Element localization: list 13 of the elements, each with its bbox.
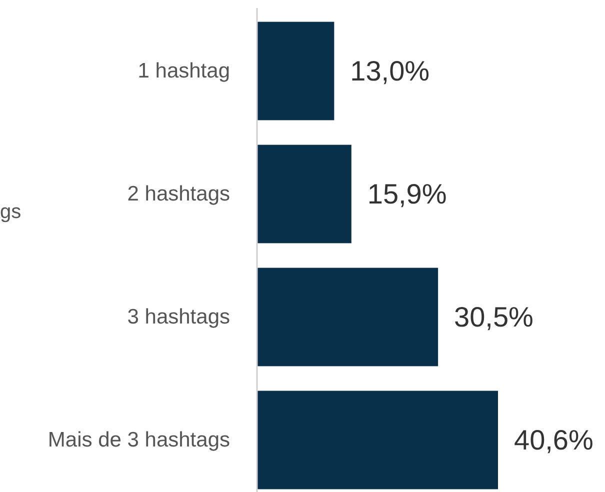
bar	[257, 268, 438, 366]
y-tick-label: 2 hashtags	[127, 182, 230, 206]
y-tick-label: 1 hashtag	[138, 60, 230, 82]
y-axis-title: gs	[0, 201, 22, 223]
data-label: 13,0%	[350, 56, 430, 86]
data-label: 15,9%	[367, 178, 447, 210]
data-label: 40,6%	[514, 424, 594, 456]
bar	[257, 22, 334, 120]
bar	[257, 390, 498, 490]
data-label: 30,5%	[454, 302, 534, 332]
bar	[257, 144, 352, 244]
y-tick-label: Mais de 3 hashtags	[48, 428, 230, 452]
y-tick-label: 3 hashtags	[127, 306, 230, 328]
